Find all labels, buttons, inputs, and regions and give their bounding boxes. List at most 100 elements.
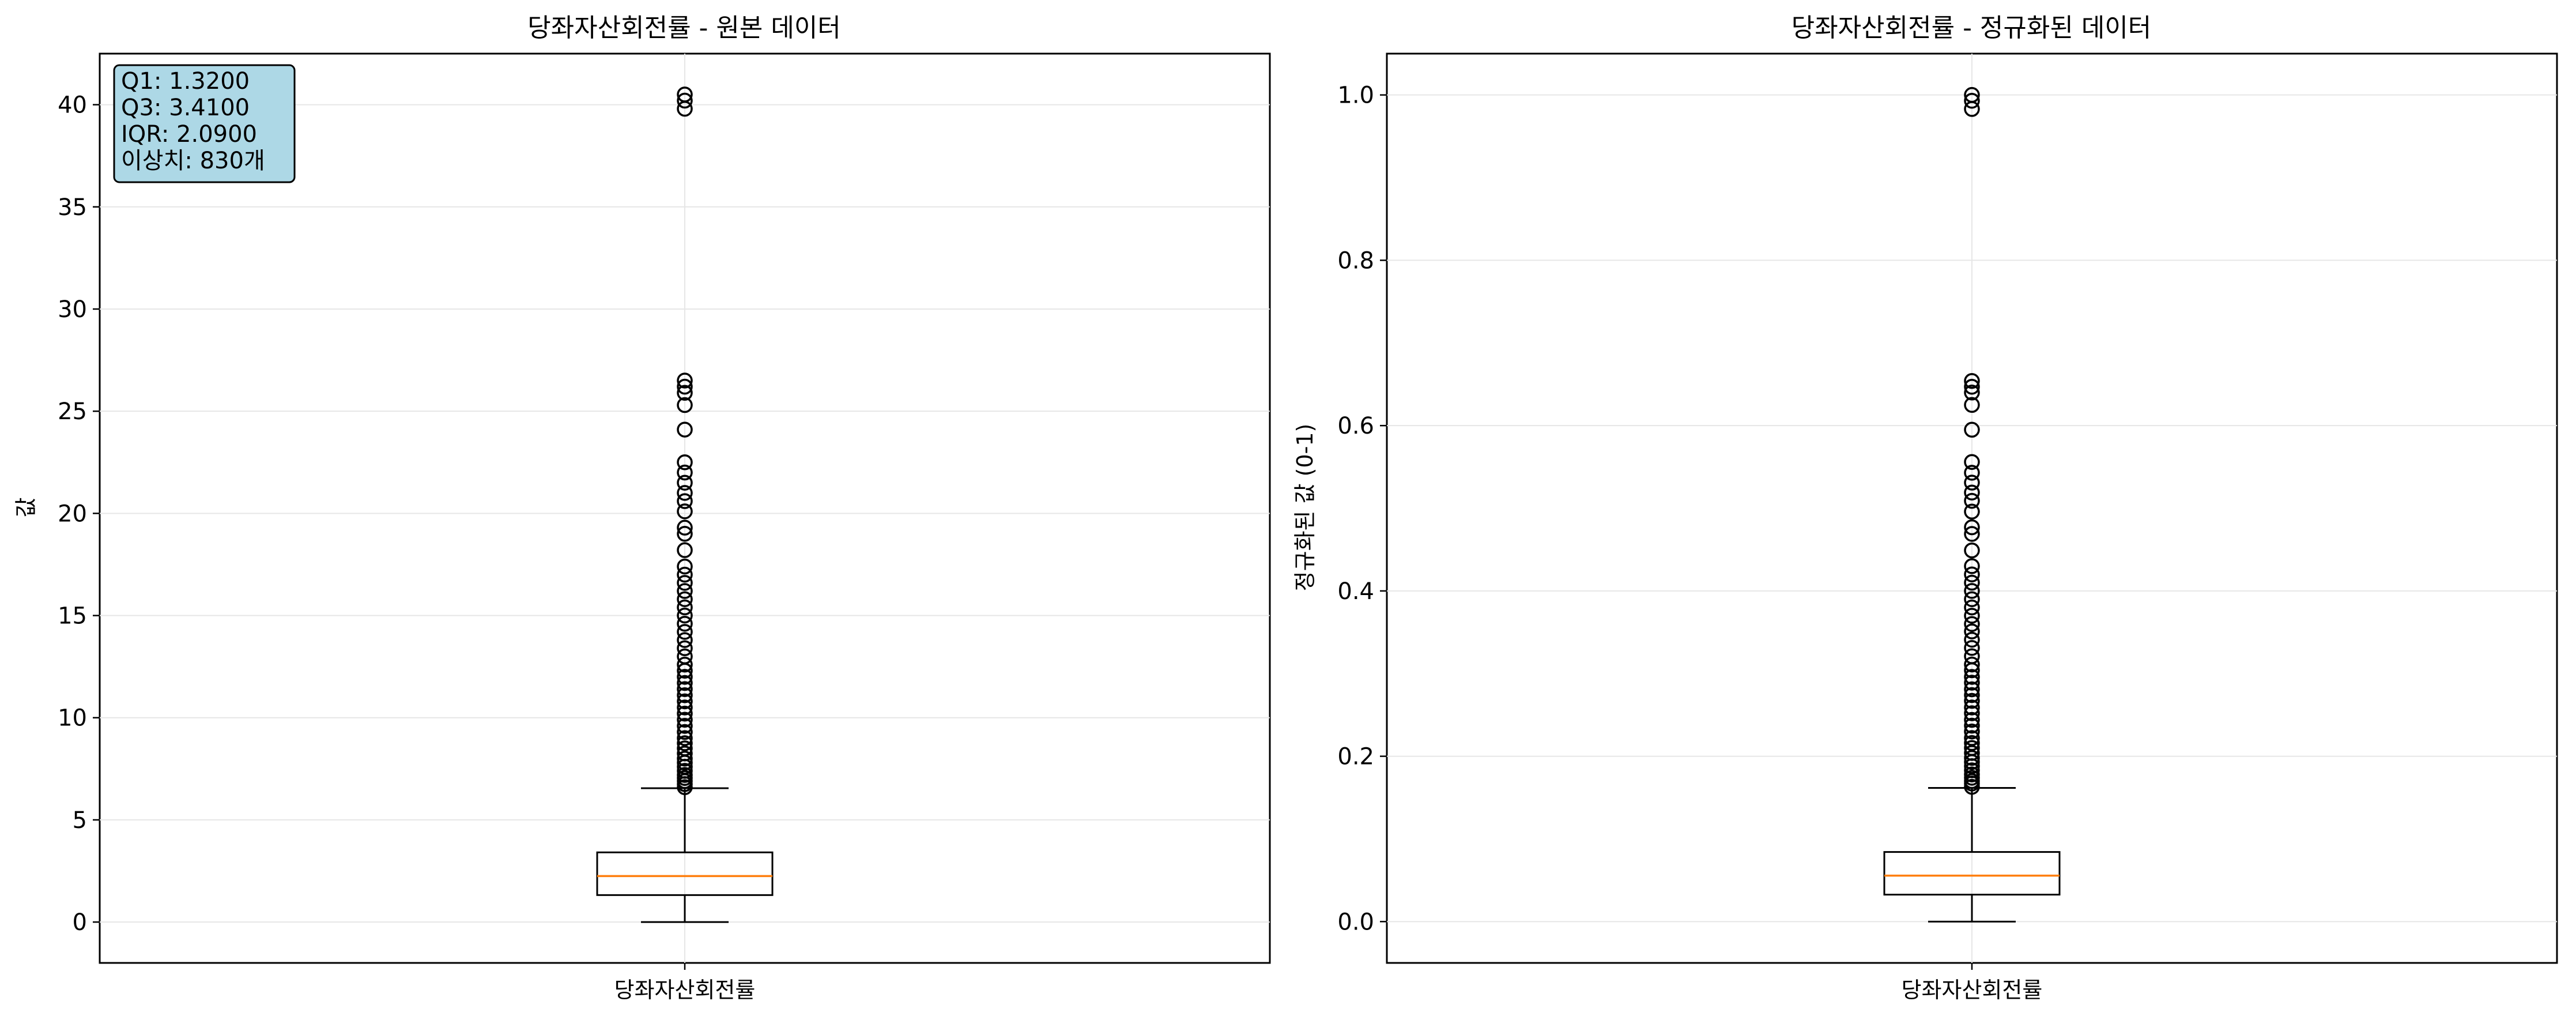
outlier-point [677,475,693,491]
outlier-point [1964,735,1980,751]
outlier-point [677,599,693,616]
outlier-point [1964,574,1980,591]
stats-box [113,64,296,183]
outlier-point [677,681,693,697]
outlier-point [1964,608,1980,624]
y-tick-label: 0.6 [1337,413,1374,439]
y-tick-label: 30 [58,296,87,323]
outlier-point [677,712,693,728]
outlier-point [677,648,693,665]
outlier-point [1964,631,1980,648]
iqr-box [1883,851,2061,896]
outlier-point [677,746,693,762]
outlier-point [677,464,693,481]
y-tick-label: 15 [58,603,87,630]
outlier-point [1964,599,1980,616]
stat-iqr: IQR: 2.0900 [121,121,257,148]
outlier-point [1964,542,1980,559]
outliers [1964,86,1980,795]
outlier-point [1964,86,1980,103]
y-tick-label: 1.0 [1337,82,1374,109]
outlier-point [677,454,693,471]
outlier-point [677,92,693,109]
y-tick-label: 20 [58,500,87,527]
y-tick-label: 25 [58,398,87,425]
outlier-point [677,687,693,703]
outlier-point [677,624,693,640]
outlier-point [1964,519,1980,536]
y-tick-label: 5 [73,807,87,834]
outlier-point [1964,591,1980,607]
outlier-point [677,607,693,624]
outlier-point [677,693,693,710]
iqr-box [596,851,774,896]
outlier-point [1964,492,1980,509]
outlier-point [677,493,693,509]
outlier-point [1964,397,1980,413]
outlier-point [1964,421,1980,438]
stat-q3: Q3: 3.4100 [121,95,250,121]
y-tick-label: 0.4 [1337,578,1374,605]
outlier-point [677,566,693,583]
y-axis-label: 정규화된 값 (0-1) [1292,424,1318,592]
outlier-point [1964,566,1980,582]
outlier-point [1964,745,1980,761]
stat-q1: Q1: 1.3200 [121,68,250,95]
stat-outlier-count: 이상치: 830개 [121,148,265,174]
x-tick-label: 당좌자산회전률 [614,977,756,1003]
outlier-point [1964,640,1980,656]
outlier-point [677,372,693,389]
outlier-point [677,750,693,767]
outlier-point [1964,705,1980,721]
outlier-point [1964,766,1980,782]
boxplot [596,787,774,923]
outlier-point [1964,730,1980,746]
y-tick-label: 0.8 [1337,247,1374,274]
outlier-point [677,705,693,722]
outlier-point [677,724,693,740]
outlier-point [1964,656,1980,673]
outlier-point [1964,372,1980,389]
stats-annotation: Q1: 1.3200 Q3: 3.4100 IQR: 2.0900 이상치: 8… [113,64,296,183]
outliers [677,86,693,795]
outlier-point [1964,648,1980,664]
outlier-point [677,699,693,716]
y-axis-ticks: 0.0 0.2 0.4 0.6 0.8 1.0 [1337,82,1973,970]
outlier-point [1964,717,1980,734]
y-tick-label: 10 [58,705,87,732]
outlier-point [677,397,693,413]
outlier-point [677,421,693,438]
outlier-point [677,575,693,591]
outlier-point [677,675,693,691]
outlier-point [677,520,693,536]
outlier-point [677,632,693,648]
y-tick-label: 0.0 [1337,909,1374,935]
outlier-point [1964,687,1980,703]
outlier-point [677,730,693,746]
outlier-point [677,542,693,558]
x-tick-label: 당좌자산회전률 [1902,977,2043,1003]
outlier-point [677,591,693,607]
outlier-point [1964,92,1980,109]
y-axis-ticks: 0 5 10 15 20 25 30 35 40 [58,92,686,970]
outlier-point [677,640,693,657]
outlier-point [1964,583,1980,599]
outlier-point [1964,692,1980,709]
chart-title: 당좌자산회전률 - 원본 데이터 [527,13,841,43]
outlier-point [677,763,693,779]
outlier-point [677,86,693,103]
outlier-point [1964,454,1980,470]
outlier-point [1964,484,1980,501]
panel-original: 당좌자산회전률 - 원본 데이터 0 5 10 15 20 25 30 35 40 당좌자산회전… [13,13,1271,1003]
outlier-point [1964,723,1980,740]
outlier-point [677,526,693,542]
outlier-point [677,669,693,685]
y-tick-label: 35 [58,194,87,221]
outlier-point [1964,465,1980,481]
y-tick-label: 40 [58,92,87,119]
outlier-point [1964,526,1980,542]
outlier-point [1964,623,1980,639]
outlier-point [677,385,693,401]
outlier-point [677,740,693,756]
outlier-point [1964,681,1980,698]
